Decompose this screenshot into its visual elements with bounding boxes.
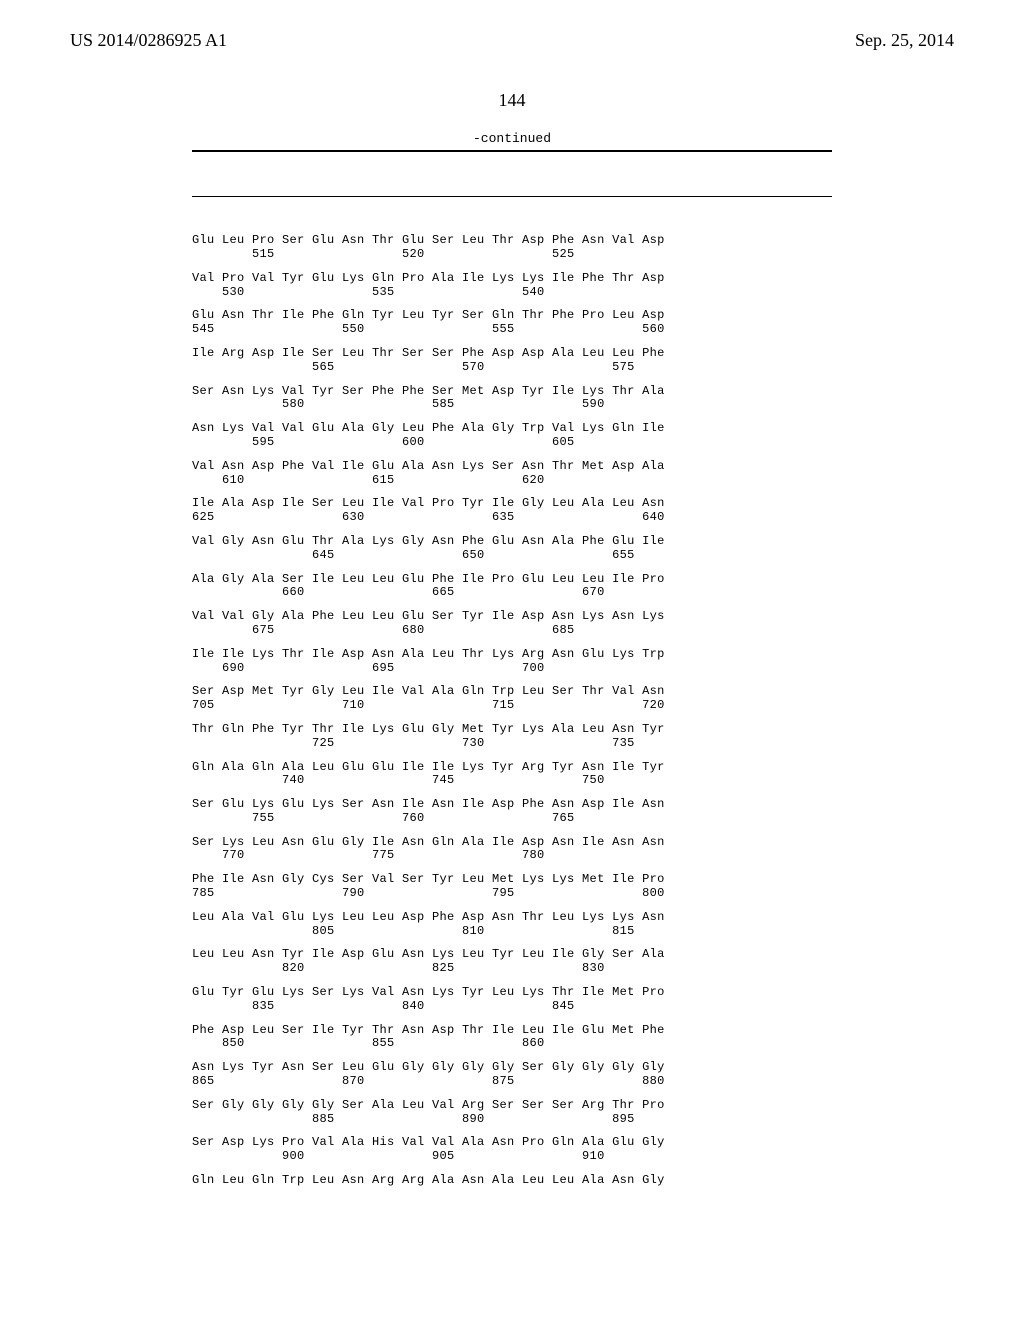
header-right: Sep. 25, 2014: [855, 30, 954, 51]
sequence-entry: Ile Ile Lys Thr Ile Asp Asn Ala Leu Thr …: [192, 648, 832, 676]
top-rule-thin: [192, 196, 832, 197]
sequence-entry: Glu Leu Pro Ser Glu Asn Thr Glu Ser Leu …: [192, 234, 832, 262]
sequence-entry: Val Gly Asn Glu Thr Ala Lys Gly Asn Phe …: [192, 535, 832, 563]
sequence-entry: Glu Tyr Glu Lys Ser Lys Val Asn Lys Tyr …: [192, 986, 832, 1014]
sequence-entry: Phe Ile Asn Gly Cys Ser Val Ser Tyr Leu …: [192, 873, 832, 901]
sequence-entry: Leu Ala Val Glu Lys Leu Leu Asp Phe Asp …: [192, 911, 832, 939]
sequence-entry: Asn Lys Val Val Glu Ala Gly Leu Phe Ala …: [192, 422, 832, 450]
sequence-entry: Ile Arg Asp Ile Ser Leu Thr Ser Ser Phe …: [192, 347, 832, 375]
sequence-entry: Gln Ala Gln Ala Leu Glu Glu Ile Ile Lys …: [192, 761, 832, 789]
sequence-block: Glu Leu Pro Ser Glu Asn Thr Glu Ser Leu …: [192, 150, 832, 1188]
page-number: 144: [40, 90, 984, 111]
sequence-entry: Ser Gly Gly Gly Gly Ser Ala Leu Val Arg …: [192, 1099, 832, 1127]
sequence-entry: Glu Asn Thr Ile Phe Gln Tyr Leu Tyr Ser …: [192, 309, 832, 337]
sequence-entry: Val Asn Asp Phe Val Ile Glu Ala Asn Lys …: [192, 460, 832, 488]
sequence-entry: Ala Gly Ala Ser Ile Leu Leu Glu Phe Ile …: [192, 573, 832, 601]
sequence-entry: Ser Glu Lys Glu Lys Ser Asn Ile Asn Ile …: [192, 798, 832, 826]
sequence-entry: Gln Leu Gln Trp Leu Asn Arg Arg Ala Asn …: [192, 1174, 832, 1188]
continued-label: -continued: [40, 131, 984, 146]
page: US 2014/0286925 A1 Sep. 25, 2014 144 -co…: [0, 0, 1024, 1320]
sequence-entry: Leu Leu Asn Tyr Ile Asp Glu Asn Lys Leu …: [192, 948, 832, 976]
sequence-entry: Val Pro Val Tyr Glu Lys Gln Pro Ala Ile …: [192, 272, 832, 300]
sequence-entry: Ile Ala Asp Ile Ser Leu Ile Val Pro Tyr …: [192, 497, 832, 525]
header-left: US 2014/0286925 A1: [70, 30, 227, 51]
sequence-entry: Ser Lys Leu Asn Glu Gly Ile Asn Gln Ala …: [192, 836, 832, 864]
sequence-entry: Thr Gln Phe Tyr Thr Ile Lys Glu Gly Met …: [192, 723, 832, 751]
sequence-entry: Asn Lys Tyr Asn Ser Leu Glu Gly Gly Gly …: [192, 1061, 832, 1089]
sequence-entry: Phe Asp Leu Ser Ile Tyr Thr Asn Asp Thr …: [192, 1024, 832, 1052]
sequence-entry: Ser Asp Lys Pro Val Ala His Val Val Ala …: [192, 1136, 832, 1164]
sequence-entry: Ser Asn Lys Val Tyr Ser Phe Phe Ser Met …: [192, 385, 832, 413]
sequence-entry: Ser Asp Met Tyr Gly Leu Ile Val Ala Gln …: [192, 685, 832, 713]
sequence-entry: Val Val Gly Ala Phe Leu Leu Glu Ser Tyr …: [192, 610, 832, 638]
